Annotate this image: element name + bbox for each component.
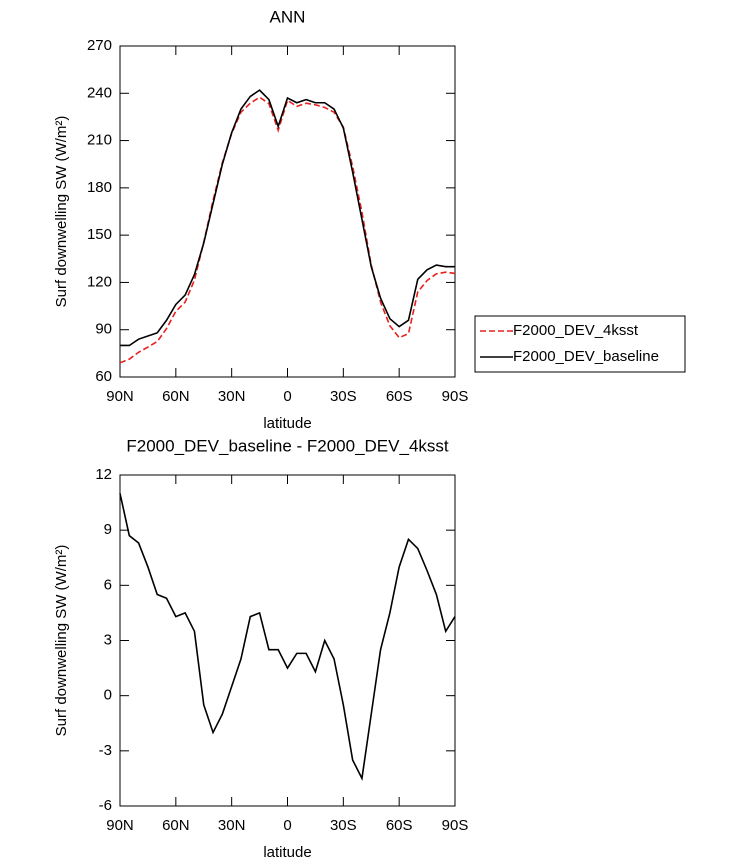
x-tick-label: 90N [106,388,134,405]
x-axis-label: latitude [263,844,311,861]
y-axis-label: Surf downwelling SW (W/m²) [53,116,70,308]
y-tick-label: 180 [87,179,112,196]
y-tick-label: 210 [87,132,112,149]
y-tick-label: 3 [104,631,112,648]
plot-frame [119,474,456,807]
chart-title: F2000_DEV_baseline - F2000_DEV_4ksst [126,436,449,455]
x-tick-label: 90S [442,817,469,834]
y-tick-label: 6 [104,576,112,593]
y-tick-label: 9 [104,521,112,538]
data-line [120,89,455,347]
x-tick-label: 60S [386,388,413,405]
y-tick-label: 240 [87,84,112,101]
y-tick-label: -6 [99,797,112,814]
x-tick-label: 0 [283,388,291,405]
x-tick-label: 30N [218,388,246,405]
plot-frame [119,45,456,378]
x-tick-label: 0 [283,817,291,834]
y-tick-label: 120 [87,273,112,290]
y-tick-label: 12 [95,466,112,483]
x-tick-label: 60S [386,817,413,834]
x-tick-label: 30N [218,817,246,834]
x-tick-label: 90S [442,388,469,405]
y-tick-label: 90 [95,321,112,338]
y-tick-label: -3 [99,742,112,759]
legend-label: F2000_DEV_baseline [513,348,659,365]
y-axis-label: Surf downwelling SW (W/m²) [53,545,70,737]
x-tick-label: 60N [162,388,190,405]
legend-label: F2000_DEV_4ksst [513,322,639,339]
x-axis-label: latitude [263,415,311,432]
y-tick-label: 0 [104,687,112,704]
y-tick-label: 150 [87,226,112,243]
x-tick-label: 60N [162,817,190,834]
y-tick-label: 270 [87,37,112,54]
x-tick-label: 30S [330,388,357,405]
x-tick-label: 30S [330,817,357,834]
data-line [119,493,456,782]
x-tick-label: 90N [106,817,134,834]
legend-box [474,315,686,373]
y-tick-label: 60 [95,368,112,385]
chart-title: ANN [270,7,306,26]
